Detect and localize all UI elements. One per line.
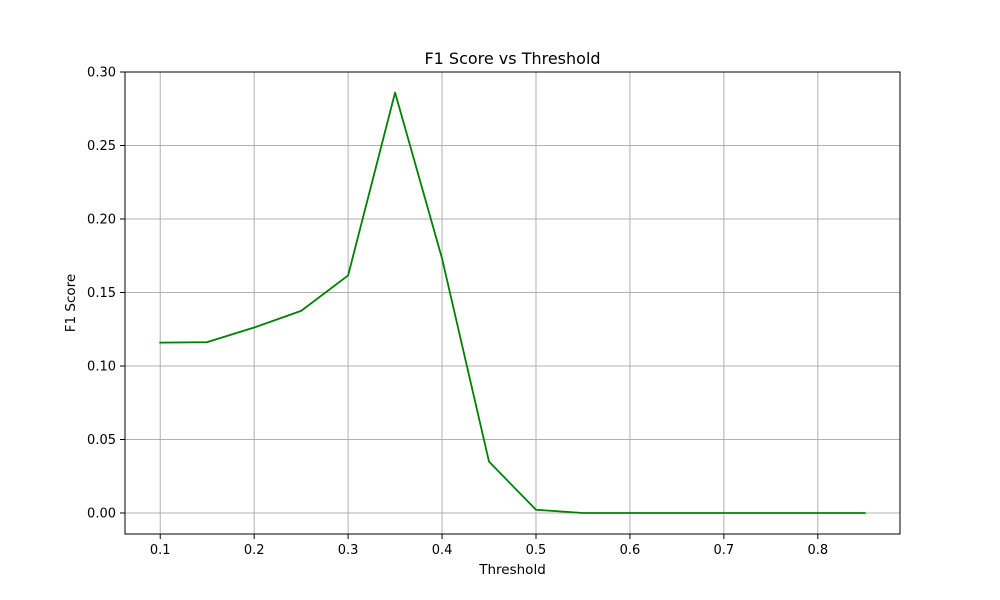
x-tick-label: 0.2 xyxy=(244,543,265,558)
y-tick-label: 0.05 xyxy=(87,433,116,448)
x-tick-label: 0.3 xyxy=(338,543,359,558)
x-tick-label: 0.8 xyxy=(807,543,828,558)
plot-frame xyxy=(124,71,901,535)
y-axis-label: F1 Score xyxy=(63,274,79,332)
chart-title: F1 Score vs Threshold xyxy=(424,49,600,68)
tick-layer: 0.1 0.2 0.3 0.4 0.5 0.6 0.7 0.8 0.00 0.05 0.10 0.15… xyxy=(87,66,828,559)
series-line-f1-score xyxy=(159,91,866,514)
y-tick-label: 0.15 xyxy=(87,286,116,301)
y-tick-label: 0.10 xyxy=(87,359,116,374)
y-tick-label: 0.00 xyxy=(87,506,116,521)
y-tick-label: 0.25 xyxy=(87,139,116,154)
x-axis-label: Threshold xyxy=(478,562,546,578)
x-tick-label: 0.4 xyxy=(432,543,453,558)
series-layer xyxy=(159,91,866,514)
x-tick-label: 0.5 xyxy=(526,543,547,558)
y-tick-label: 0.30 xyxy=(87,66,116,81)
y-tick-label: 0.20 xyxy=(87,212,116,227)
x-tick-label: 0.7 xyxy=(714,543,735,558)
x-tick-label: 0.1 xyxy=(150,543,171,558)
x-tick-label: 0.6 xyxy=(620,543,641,558)
grid-layer xyxy=(125,71,900,534)
